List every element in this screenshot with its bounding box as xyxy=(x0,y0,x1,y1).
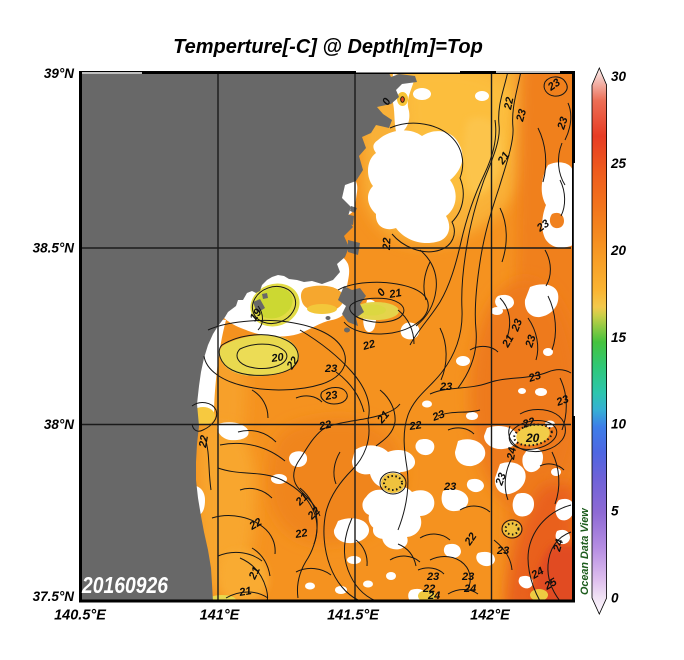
svg-text:20: 20 xyxy=(525,431,540,445)
svg-text:20: 20 xyxy=(610,243,627,258)
svg-text:22: 22 xyxy=(422,583,435,595)
svg-text:0: 0 xyxy=(611,591,619,606)
svg-text:23: 23 xyxy=(426,571,439,583)
svg-text:22: 22 xyxy=(502,96,516,111)
svg-text:140.5°E: 140.5°E xyxy=(54,608,107,624)
svg-text:23: 23 xyxy=(430,408,447,424)
svg-text:23: 23 xyxy=(554,393,571,409)
svg-text:5: 5 xyxy=(611,504,619,519)
svg-text:20160926: 20160926 xyxy=(81,572,168,598)
svg-text:24: 24 xyxy=(427,590,440,602)
svg-text:22: 22 xyxy=(381,237,393,251)
svg-text:Ocean Data View: Ocean Data View xyxy=(579,508,591,595)
svg-text:23: 23 xyxy=(461,571,474,583)
svg-text:25: 25 xyxy=(610,156,627,171)
svg-text:Temperture[-C] @ Depth[m]=Top: Temperture[-C] @ Depth[m]=Top xyxy=(173,36,483,58)
svg-text:23: 23 xyxy=(526,370,542,386)
svg-text:22: 22 xyxy=(197,434,211,449)
svg-text:21: 21 xyxy=(246,565,262,582)
svg-text:22: 22 xyxy=(247,516,264,533)
svg-text:15: 15 xyxy=(611,330,627,345)
svg-text:23: 23 xyxy=(509,317,525,334)
svg-text:22: 22 xyxy=(361,338,377,353)
svg-text:23: 23 xyxy=(443,481,456,493)
svg-text:23: 23 xyxy=(523,334,539,350)
svg-text:10: 10 xyxy=(611,417,627,432)
svg-text:142°E: 142°E xyxy=(470,608,511,624)
svg-text:20: 20 xyxy=(270,351,286,365)
svg-text:24: 24 xyxy=(551,538,566,554)
svg-text:38°N: 38°N xyxy=(44,417,74,432)
svg-text:21: 21 xyxy=(237,585,252,599)
svg-text:24: 24 xyxy=(529,565,546,582)
svg-text:22: 22 xyxy=(520,416,536,432)
svg-text:23: 23 xyxy=(323,389,338,403)
svg-text:141°E: 141°E xyxy=(200,608,241,624)
svg-text:22: 22 xyxy=(317,419,332,433)
svg-text:141.5°E: 141.5°E xyxy=(327,608,380,624)
svg-text:23: 23 xyxy=(324,363,337,375)
svg-text:21: 21 xyxy=(387,287,402,301)
svg-text:23: 23 xyxy=(514,108,529,124)
svg-text:21: 21 xyxy=(500,333,517,350)
svg-text:39°N: 39°N xyxy=(44,66,74,81)
svg-text:37.5°N: 37.5°N xyxy=(33,589,75,604)
svg-text:22: 22 xyxy=(293,527,308,541)
svg-text:23: 23 xyxy=(439,381,452,393)
svg-text:23: 23 xyxy=(555,116,571,132)
svg-text:22: 22 xyxy=(408,419,423,433)
svg-text:30: 30 xyxy=(611,69,627,84)
svg-text:23: 23 xyxy=(496,545,509,557)
svg-text:24: 24 xyxy=(505,446,519,461)
svg-text:24: 24 xyxy=(463,583,476,595)
svg-text:38.5°N: 38.5°N xyxy=(33,241,75,256)
svg-text:23: 23 xyxy=(493,471,509,488)
